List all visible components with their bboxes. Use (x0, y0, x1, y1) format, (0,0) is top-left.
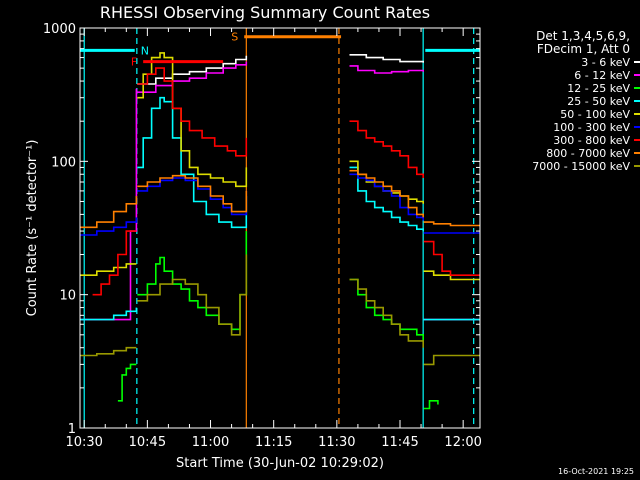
legend-header-line-2: FDecim 1, Att 0 (537, 42, 630, 56)
series-line-8-segment-0 (80, 346, 137, 357)
series-line-3-segment-0 (80, 307, 138, 321)
series-line-0-segment-0 (137, 55, 248, 85)
chart-title: RHESSI Observing Summary Count Rates (100, 3, 430, 22)
x-tick-label-6: 12:00 (444, 435, 481, 450)
series-line-4-segment-1 (137, 52, 248, 188)
legend-entry-8: 7000 - 15000 keV (532, 160, 630, 173)
flag-label-N: N (141, 44, 149, 57)
series-line-4-segment-0 (80, 263, 137, 276)
flag-label-F: F (131, 56, 137, 69)
series-line-6-segment-2 (349, 120, 424, 178)
y-tick-label-0: 1 (68, 422, 76, 437)
series-line-7-segment-3 (423, 221, 480, 227)
series-line-7-segment-0 (80, 196, 138, 229)
series-line-6-segment-1 (137, 67, 248, 157)
series-line-2-segment-2 (349, 278, 424, 341)
legend: Det 1,3,4,5,6,9, FDecim 1, Att 0 3 - 6 k… (532, 29, 640, 173)
legend-entry-2: 12 - 25 keV (567, 82, 630, 95)
x-tick-label-1: 10:45 (129, 435, 166, 450)
flag-label-S: S (231, 31, 238, 44)
series-line-5-segment-0 (80, 217, 138, 236)
plot-content: NF S (80, 28, 480, 428)
series-line-7-segment-1 (137, 174, 248, 213)
series-line-8-segment-1 (137, 254, 248, 336)
legend-entry-6: 300 - 800 keV (553, 134, 630, 147)
series-line-2-segment-3 (423, 400, 439, 410)
y-tick-label-3: 1000 (43, 22, 76, 37)
x-tick-label-3: 11:15 (255, 435, 292, 450)
series-line-6-segment-0 (92, 230, 137, 296)
y-axis-label: Count Rate (s⁻¹ detector⁻¹) (25, 140, 40, 317)
series-line-6-segment-3 (423, 240, 480, 276)
x-tick-label-0: 10:30 (65, 435, 102, 450)
x-axis: 10:30 10:45 11:00 11:15 11:30 11:45 12:00 (65, 28, 482, 450)
x-axis-label: Start Time (30-Jun-02 10:29:02) (176, 456, 384, 471)
legend-entry-5: 100 - 300 keV (553, 121, 630, 134)
legend-entry-1: 6 - 12 keV (574, 69, 630, 82)
series-line-2-segment-0 (117, 363, 137, 402)
series-line-1-segment-2 (349, 65, 424, 74)
y-tick-label-1: 10 (59, 289, 76, 304)
footer-timestamp: 16-Oct-2021 19:25 (558, 467, 634, 476)
series-line-3-segment-1 (137, 96, 248, 229)
legend-entry-3: 25 - 50 keV (567, 95, 630, 108)
x-tick-label-5: 11:45 (381, 435, 418, 450)
series-line-7-segment-2 (349, 169, 424, 218)
x-tick-label-2: 11:00 (192, 435, 229, 450)
legend-entry-7: 800 - 7000 keV (546, 147, 630, 160)
plot-frame (79, 27, 481, 429)
series-line-1-segment-1 (137, 61, 248, 93)
series-line-8-segment-3 (423, 354, 480, 366)
series-line-4-segment-3 (423, 270, 480, 281)
y-axis: 1 10 100 1000 (43, 22, 480, 437)
series-line-0-segment-1 (349, 54, 424, 63)
x-tick-label-4: 11:30 (318, 435, 355, 450)
series-line-8-segment-2 (349, 278, 424, 348)
series-line-3-segment-2 (349, 166, 424, 232)
legend-header-line-1: Det 1,3,4,5,6,9, (536, 29, 630, 43)
y-tick-label-2: 100 (51, 155, 76, 170)
legend-entry-4: 50 - 100 keV (560, 108, 630, 121)
legend-entry-0: 3 - 6 keV (581, 56, 630, 69)
